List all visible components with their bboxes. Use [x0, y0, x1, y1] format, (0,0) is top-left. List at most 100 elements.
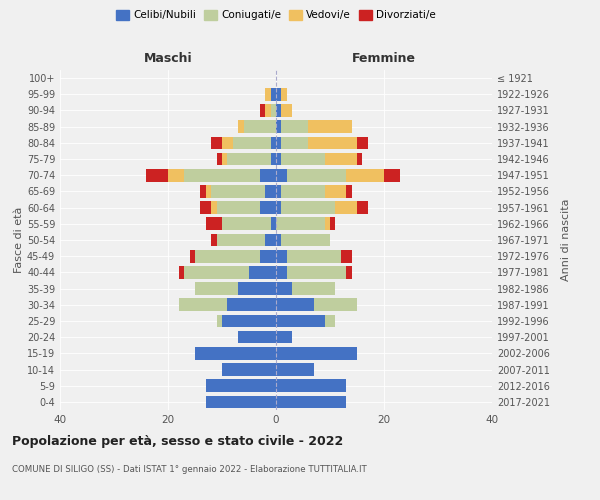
Bar	[276, 314, 325, 328]
Bar	[276, 104, 281, 117]
Bar	[357, 202, 368, 214]
Bar	[281, 234, 330, 246]
Bar	[222, 314, 276, 328]
Bar	[281, 136, 308, 149]
Bar	[200, 185, 206, 198]
Bar	[287, 169, 346, 181]
Bar	[357, 152, 362, 166]
Bar	[346, 185, 352, 198]
Text: COMUNE DI SILIGO (SS) - Dati ISTAT 1° gennaio 2022 - Elaborazione TUTTITALIA.IT: COMUNE DI SILIGO (SS) - Dati ISTAT 1° ge…	[12, 465, 367, 474]
Bar	[384, 169, 400, 181]
Bar	[211, 185, 265, 198]
Bar	[281, 185, 325, 198]
Bar	[222, 152, 227, 166]
Bar	[200, 202, 211, 214]
Bar	[260, 250, 276, 262]
Bar	[211, 202, 217, 214]
Bar	[265, 185, 276, 198]
Bar	[179, 266, 184, 278]
Bar	[287, 250, 341, 262]
Bar	[227, 152, 271, 166]
Bar	[276, 396, 346, 408]
Bar	[184, 266, 249, 278]
Bar	[233, 136, 271, 149]
Bar	[276, 331, 292, 344]
Bar	[314, 298, 357, 311]
Bar	[206, 218, 222, 230]
Bar	[179, 298, 227, 311]
Bar	[276, 202, 281, 214]
Bar	[238, 331, 276, 344]
Bar	[146, 169, 168, 181]
Bar	[217, 234, 265, 246]
Text: Maschi: Maschi	[143, 52, 193, 65]
Bar	[260, 169, 276, 181]
Bar	[281, 202, 335, 214]
Bar	[227, 298, 276, 311]
Bar	[276, 152, 281, 166]
Bar	[276, 380, 346, 392]
Bar	[271, 218, 276, 230]
Bar	[276, 88, 281, 101]
Bar	[217, 202, 260, 214]
Bar	[244, 120, 276, 133]
Bar	[276, 282, 292, 295]
Bar	[276, 218, 325, 230]
Bar	[292, 282, 335, 295]
Bar	[222, 363, 276, 376]
Bar	[346, 266, 352, 278]
Bar	[281, 88, 287, 101]
Bar	[325, 185, 346, 198]
Bar	[195, 282, 238, 295]
Bar	[238, 120, 244, 133]
Bar	[335, 202, 357, 214]
Bar	[276, 266, 287, 278]
Bar	[325, 314, 335, 328]
Bar	[346, 169, 384, 181]
Bar	[281, 152, 325, 166]
Text: Femmine: Femmine	[352, 52, 416, 65]
Text: Popolazione per età, sesso e stato civile - 2022: Popolazione per età, sesso e stato civil…	[12, 435, 343, 448]
Bar	[287, 266, 346, 278]
Bar	[238, 282, 276, 295]
Y-axis label: Anni di nascita: Anni di nascita	[561, 198, 571, 281]
Bar	[206, 396, 276, 408]
Bar	[211, 136, 222, 149]
Bar	[276, 363, 314, 376]
Bar	[271, 104, 276, 117]
Bar	[211, 234, 217, 246]
Bar	[276, 250, 287, 262]
Bar	[308, 120, 352, 133]
Bar	[168, 169, 184, 181]
Bar	[276, 298, 314, 311]
Bar	[260, 104, 265, 117]
Bar	[276, 136, 281, 149]
Bar	[357, 136, 368, 149]
Bar	[281, 120, 308, 133]
Bar	[206, 185, 211, 198]
Bar	[206, 380, 276, 392]
Bar	[265, 104, 271, 117]
Bar	[308, 136, 357, 149]
Bar	[222, 136, 233, 149]
Bar	[325, 218, 330, 230]
Bar	[271, 152, 276, 166]
Bar	[271, 88, 276, 101]
Legend: Celibi/Nubili, Coniugati/e, Vedovi/e, Divorziati/e: Celibi/Nubili, Coniugati/e, Vedovi/e, Di…	[116, 10, 436, 20]
Bar	[281, 104, 292, 117]
Bar	[276, 234, 281, 246]
Bar	[330, 218, 335, 230]
Bar	[184, 169, 260, 181]
Bar	[260, 202, 276, 214]
Bar	[265, 88, 271, 101]
Bar	[276, 347, 357, 360]
Y-axis label: Fasce di età: Fasce di età	[14, 207, 24, 273]
Bar	[222, 218, 271, 230]
Bar	[195, 250, 260, 262]
Bar	[217, 314, 222, 328]
Bar	[249, 266, 276, 278]
Bar	[276, 185, 281, 198]
Bar	[271, 136, 276, 149]
Bar	[276, 169, 287, 181]
Bar	[217, 152, 222, 166]
